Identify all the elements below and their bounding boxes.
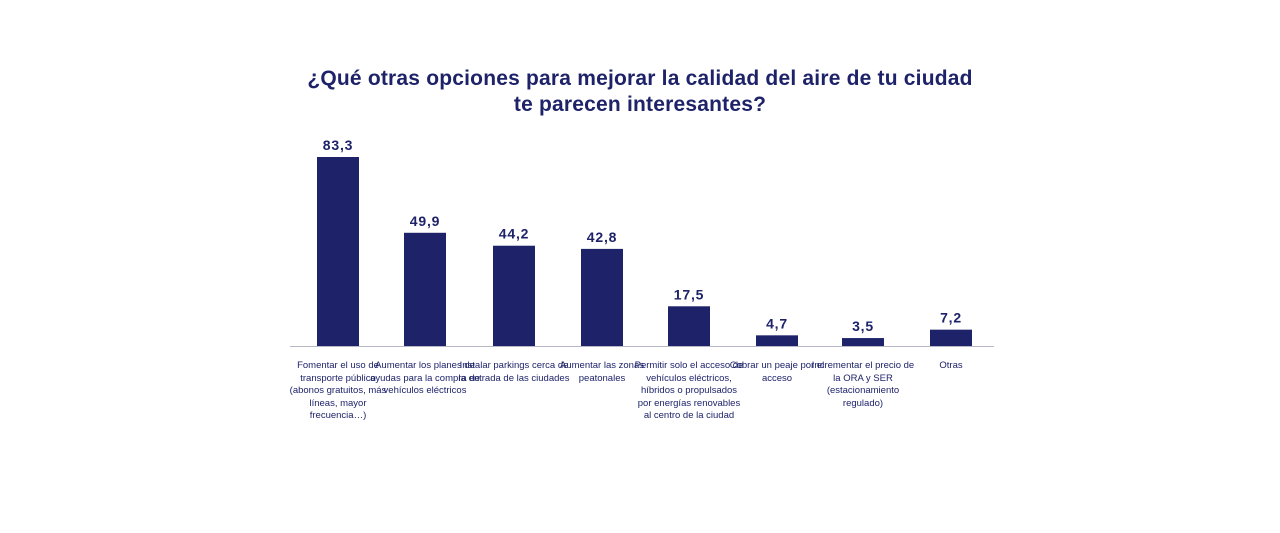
category-label-2: Aumentar los planes de ayudas para la co…: [370, 360, 480, 396]
bar-2: [404, 232, 446, 346]
bar-3: [493, 245, 535, 346]
category-label-3: Instalar parkings cerca de la entrada de…: [458, 360, 570, 384]
chart-title-line-2: te parecen interesantes?: [513, 93, 767, 116]
category-label-6: Cobrar un peaje por el acceso: [729, 360, 825, 384]
value-label-6: 4,7: [766, 315, 788, 331]
chart-title: ¿Qué otras opciones para mejorar la cali…: [0, 66, 1280, 118]
bar-6: [756, 335, 798, 346]
value-label-5: 17,5: [674, 286, 704, 302]
category-label-8: Otras: [939, 360, 963, 371]
value-label-7: 3,5: [852, 318, 874, 334]
value-label-1: 83,3: [323, 137, 353, 153]
value-label-8: 7,2: [940, 310, 962, 326]
value-label-3: 44,2: [499, 226, 529, 242]
value-label-2: 49,9: [410, 213, 440, 229]
category-label-4: Aumentar las zonas peatonales: [560, 360, 644, 384]
bar-1: [317, 157, 359, 346]
category-label-5: Permitir solo el acceso de vehículos elé…: [634, 360, 744, 421]
category-label-7: Incrementar el precio de la ORA y SER (e…: [811, 360, 915, 409]
bar-4: [581, 248, 623, 346]
bar-7: [842, 338, 884, 346]
bar-5: [668, 306, 710, 346]
bar-8: [930, 329, 972, 346]
chart-title-line-1: ¿Qué otras opciones para mejorar la cali…: [307, 67, 973, 90]
category-label-1: Fomentar el uso de transporte público (a…: [289, 360, 387, 421]
value-label-4: 42,8: [587, 229, 617, 245]
